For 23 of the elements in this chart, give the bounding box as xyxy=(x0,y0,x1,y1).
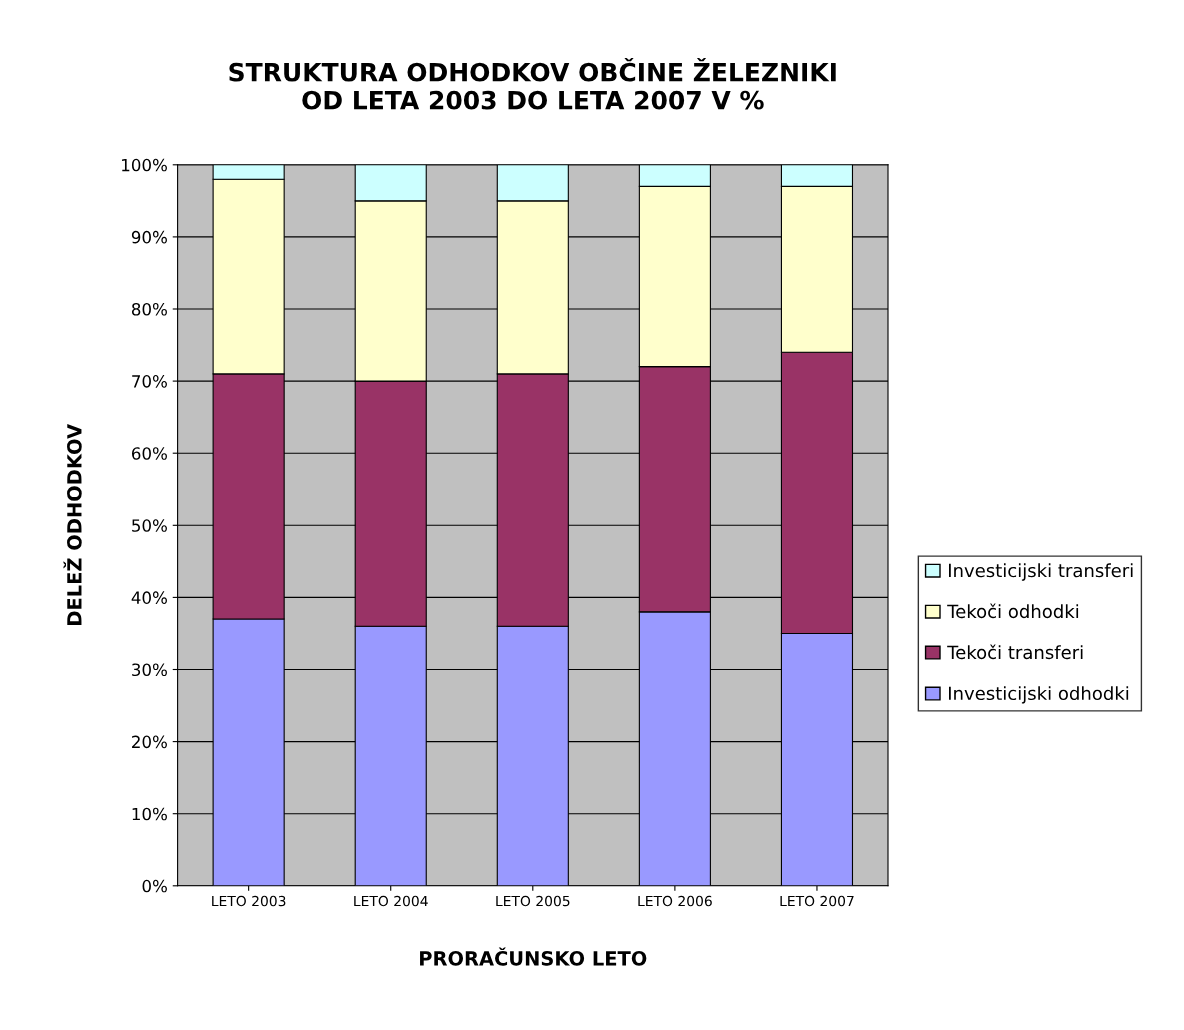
y-tick-label: 30% xyxy=(132,663,167,677)
y-tick-label: 40% xyxy=(131,591,167,604)
x-tick-label: LETO 2007 xyxy=(780,895,854,907)
y-tick-label: 90% xyxy=(131,230,167,244)
x-tick-label: LETO 2004 xyxy=(354,895,428,907)
y-tick-label: 10% xyxy=(132,807,167,821)
x-tick-label: LETO 2003 xyxy=(212,895,286,907)
legend-label: Tekoči transferi xyxy=(947,644,1083,660)
y-tick-label: 20% xyxy=(132,735,167,749)
chart-title: STRUKTURA ODHODKOV OBČINE ŽELEZNIKI OD LETA 2003 DO LETA 2007 V % xyxy=(229,58,836,110)
legend-label: Tekoči odhodki xyxy=(947,603,1079,619)
y-axis-title: DELEŽ ODHODKOV xyxy=(63,423,82,625)
y-tick-label: 100% xyxy=(122,158,167,172)
legend-label: Investicijski odhodki xyxy=(949,686,1129,704)
y-tick-label: 50% xyxy=(132,519,167,532)
x-tick-label: LETO 2005 xyxy=(496,895,570,907)
y-tick-label: 0% xyxy=(142,879,167,893)
x-tick-label: LETO 2006 xyxy=(638,895,712,907)
y-tick-label: 80% xyxy=(131,302,167,316)
y-tick-label: 70% xyxy=(132,375,167,388)
legend-label: Investicijski transferi xyxy=(949,563,1133,581)
x-axis-title: PRORAČUNSKO LETO xyxy=(420,947,647,966)
y-tick-label: 60% xyxy=(132,447,167,460)
